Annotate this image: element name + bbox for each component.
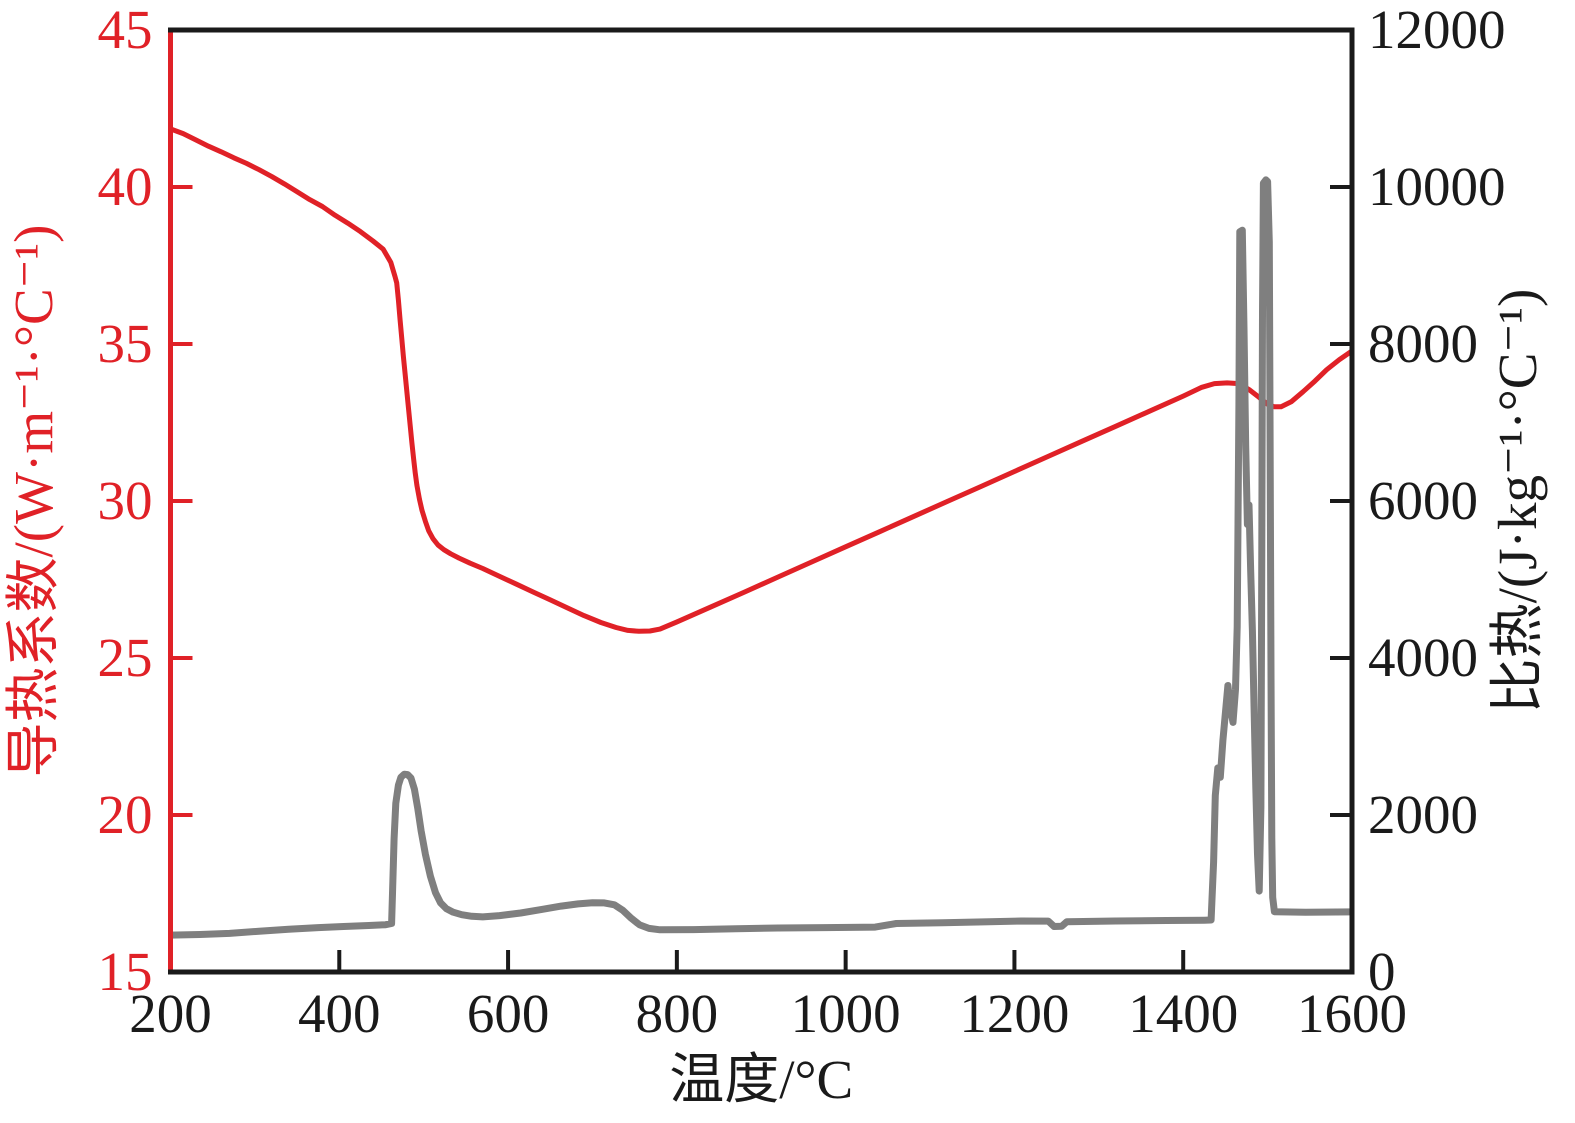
right-tick-label: 2000	[1368, 784, 1478, 845]
right-tick-label: 12000	[1368, 0, 1506, 60]
left-tick-label: 20	[98, 784, 153, 845]
left-tick-label: 45	[98, 0, 153, 60]
left-tick-label: 40	[98, 156, 153, 217]
right-tick-label: 0	[1368, 941, 1396, 1002]
right-tick-label: 6000	[1368, 470, 1478, 531]
left-tick-label: 15	[98, 941, 153, 1002]
specific-heat-curve	[170, 176, 1353, 939]
right-tick-label: 4000	[1368, 627, 1478, 688]
x-tick-label: 400	[298, 983, 381, 1044]
x-tick-label: 600	[467, 983, 550, 1044]
x-tick-label: 1200	[959, 983, 1069, 1044]
x-tick-label: 1000	[791, 983, 901, 1044]
x-tick-label: 800	[636, 983, 719, 1044]
x-tick-label: 200	[129, 983, 212, 1044]
thermal-conductivity-curve	[169, 126, 1354, 634]
x-tick-label: 1400	[1128, 983, 1238, 1044]
x-tick-label: 1600	[1297, 983, 1407, 1044]
right-axis-title: 比热/(J·kg⁻¹·°C⁻¹)	[1487, 289, 1548, 714]
right-tick-label: 8000	[1368, 313, 1478, 374]
left-tick-label: 35	[98, 313, 153, 374]
left-axis-title: 导热系数/(W·m⁻¹·°C⁻¹)	[3, 225, 64, 778]
left-tick-label: 25	[98, 627, 153, 688]
x-axis-title: 温度/°C	[669, 1049, 853, 1110]
right-tick-label: 10000	[1368, 156, 1506, 217]
left-tick-label: 30	[98, 470, 153, 531]
